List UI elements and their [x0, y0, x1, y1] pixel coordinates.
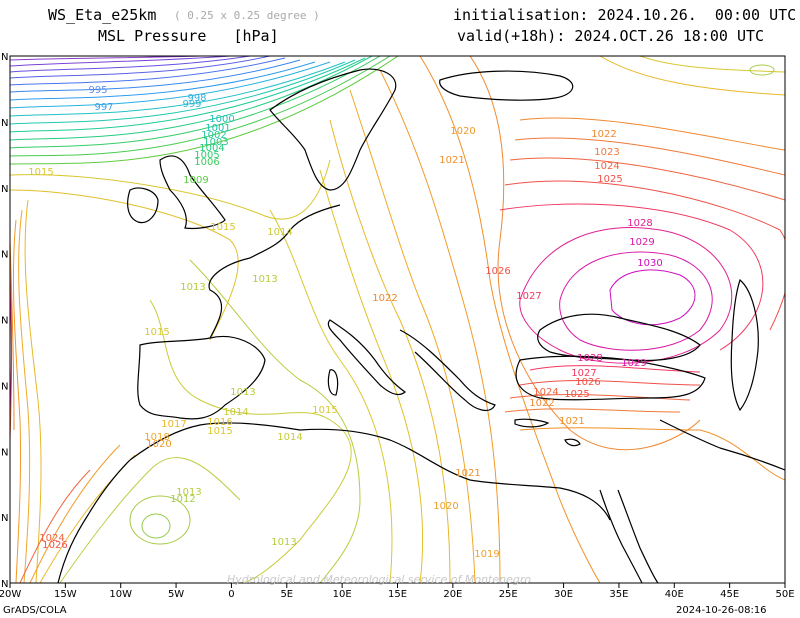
isobar-label: 1021 — [439, 155, 464, 166]
isobar-label: 1030 — [637, 258, 662, 269]
isobar-label: 998 — [187, 93, 206, 104]
isobar-label: 1024 — [594, 161, 619, 172]
isobar-label: 1020 — [146, 439, 171, 450]
x-tick-label: 30E — [554, 589, 573, 600]
y-tick-label: N — [1, 184, 8, 195]
isobar-label: 1001 — [205, 123, 230, 134]
x-tick-label: 20W — [0, 589, 21, 600]
x-tick-label: 35E — [609, 589, 628, 600]
isobar-label: 1009 — [183, 175, 208, 186]
isobar-label: 1026 — [575, 377, 600, 388]
isobar-label: 1015 — [210, 222, 235, 233]
y-tick-label: N — [1, 250, 8, 261]
resolution-note: ( 0.25 x 0.25 degree ) — [174, 9, 320, 22]
isobar-label: 1000 — [209, 114, 234, 125]
isobar-label: 1015 — [312, 405, 337, 416]
isobar-label: 1003 — [203, 137, 228, 148]
x-axis: 20W 15W 10W 5W 0 5E 10E 15E 20E 25E 30E 35E 40E 45E 50… — [0, 583, 795, 600]
y-tick-label: N — [1, 513, 8, 524]
y-tick-label: N — [1, 381, 8, 392]
isobar-label: 1017 — [161, 419, 186, 430]
isobar-label: 1018 — [144, 432, 169, 443]
isobar-label: 1027 — [571, 368, 596, 379]
isobar-label: 997 — [94, 102, 113, 113]
x-tick-label: 45E — [720, 589, 739, 600]
x-tick-label: 10W — [109, 589, 132, 600]
isobar-label: 1022 — [372, 293, 397, 304]
isobar-label: 1026 — [42, 540, 67, 551]
isobar-layer — [10, 56, 785, 583]
isobar-label: 1013 — [252, 274, 277, 285]
isobar-label: 1024 — [533, 387, 558, 398]
isobar-label: 1012 — [170, 494, 195, 505]
isobar-label: 1029 — [621, 358, 646, 369]
watermark: Hydrological and Meteorological service … — [227, 573, 531, 586]
isobar-label: 1013 — [230, 387, 255, 398]
isobar-label: 1014 — [277, 432, 302, 443]
x-tick-label: 0 — [228, 589, 234, 600]
isobar-label: 1021 — [559, 416, 584, 427]
isobar-label: 999 — [182, 99, 201, 110]
isobar-label: 1020 — [450, 126, 475, 137]
coastline-layer — [57, 68, 785, 583]
isobar-label: 1026 — [485, 266, 510, 277]
isobar-label: 1016 — [207, 417, 232, 428]
valid-time: valid(+18h): 2024.OCT.26 18:00 UTC — [457, 27, 765, 45]
isobar-label: 1002 — [201, 130, 226, 141]
isobar-label: 1019 — [474, 549, 499, 560]
footer-right: 2024-10-26-08:16 — [676, 605, 767, 616]
x-tick-label: 15E — [388, 589, 407, 600]
y-axis: N N N N N N N N N — [1, 52, 8, 590]
isobar-label: 1006 — [194, 157, 219, 168]
isobar-label: 1025 — [597, 174, 622, 185]
isobar-label: 1022 — [591, 129, 616, 140]
isobar-label: 1029 — [629, 237, 654, 248]
y-tick-label: N — [1, 579, 8, 590]
isobar-label: 1013 — [176, 487, 201, 498]
isobar-label: 1024 — [39, 533, 64, 544]
isobar-label: 1028 — [577, 353, 602, 364]
isobar-label: 1020 — [433, 501, 458, 512]
x-tick-label: 15W — [54, 589, 77, 600]
variable-title: MSL Pressure [hPa] — [98, 27, 279, 45]
y-tick-label: N — [1, 118, 8, 129]
x-tick-label: 50E — [775, 589, 794, 600]
isobar-label: 1023 — [594, 147, 619, 158]
isobar-label: 995 — [88, 85, 107, 96]
isobar-label: 1022 — [529, 398, 554, 409]
map-frame — [9, 55, 786, 584]
x-tick-label: 5E — [280, 589, 293, 600]
footer-left: GrADS/COLA — [3, 605, 67, 616]
isobar-label: 1014 — [223, 407, 248, 418]
isobar-label: 1014 — [267, 227, 292, 238]
isobar-label: 1013 — [180, 282, 205, 293]
isobar-label: 1021 — [455, 468, 480, 479]
x-tick-label: 40E — [665, 589, 684, 600]
isobar-label: 1028 — [627, 218, 652, 229]
y-tick-label: N — [1, 52, 8, 63]
isobar-label: 1015 — [144, 327, 169, 338]
isobar-label: 1005 — [194, 150, 219, 161]
init-time: initialisation: 2024.10.26. 00:00 UTC — [453, 6, 797, 24]
x-tick-label: 10E — [333, 589, 352, 600]
model-title: WS_Eta_e25km — [48, 6, 157, 24]
isobar-label: 1015 — [28, 167, 53, 178]
isobar-label: 1004 — [199, 143, 224, 154]
x-tick-label: 25E — [499, 589, 518, 600]
isobar-label: 1025 — [564, 389, 589, 400]
x-tick-label: 5W — [168, 589, 184, 600]
x-tick-label: 20E — [443, 589, 462, 600]
isobar-label: 1027 — [516, 291, 541, 302]
isobar-label: 1013 — [271, 537, 296, 548]
y-tick-label: N — [1, 447, 8, 458]
isobar-label: 1015 — [207, 426, 232, 437]
y-tick-label: N — [1, 316, 8, 327]
